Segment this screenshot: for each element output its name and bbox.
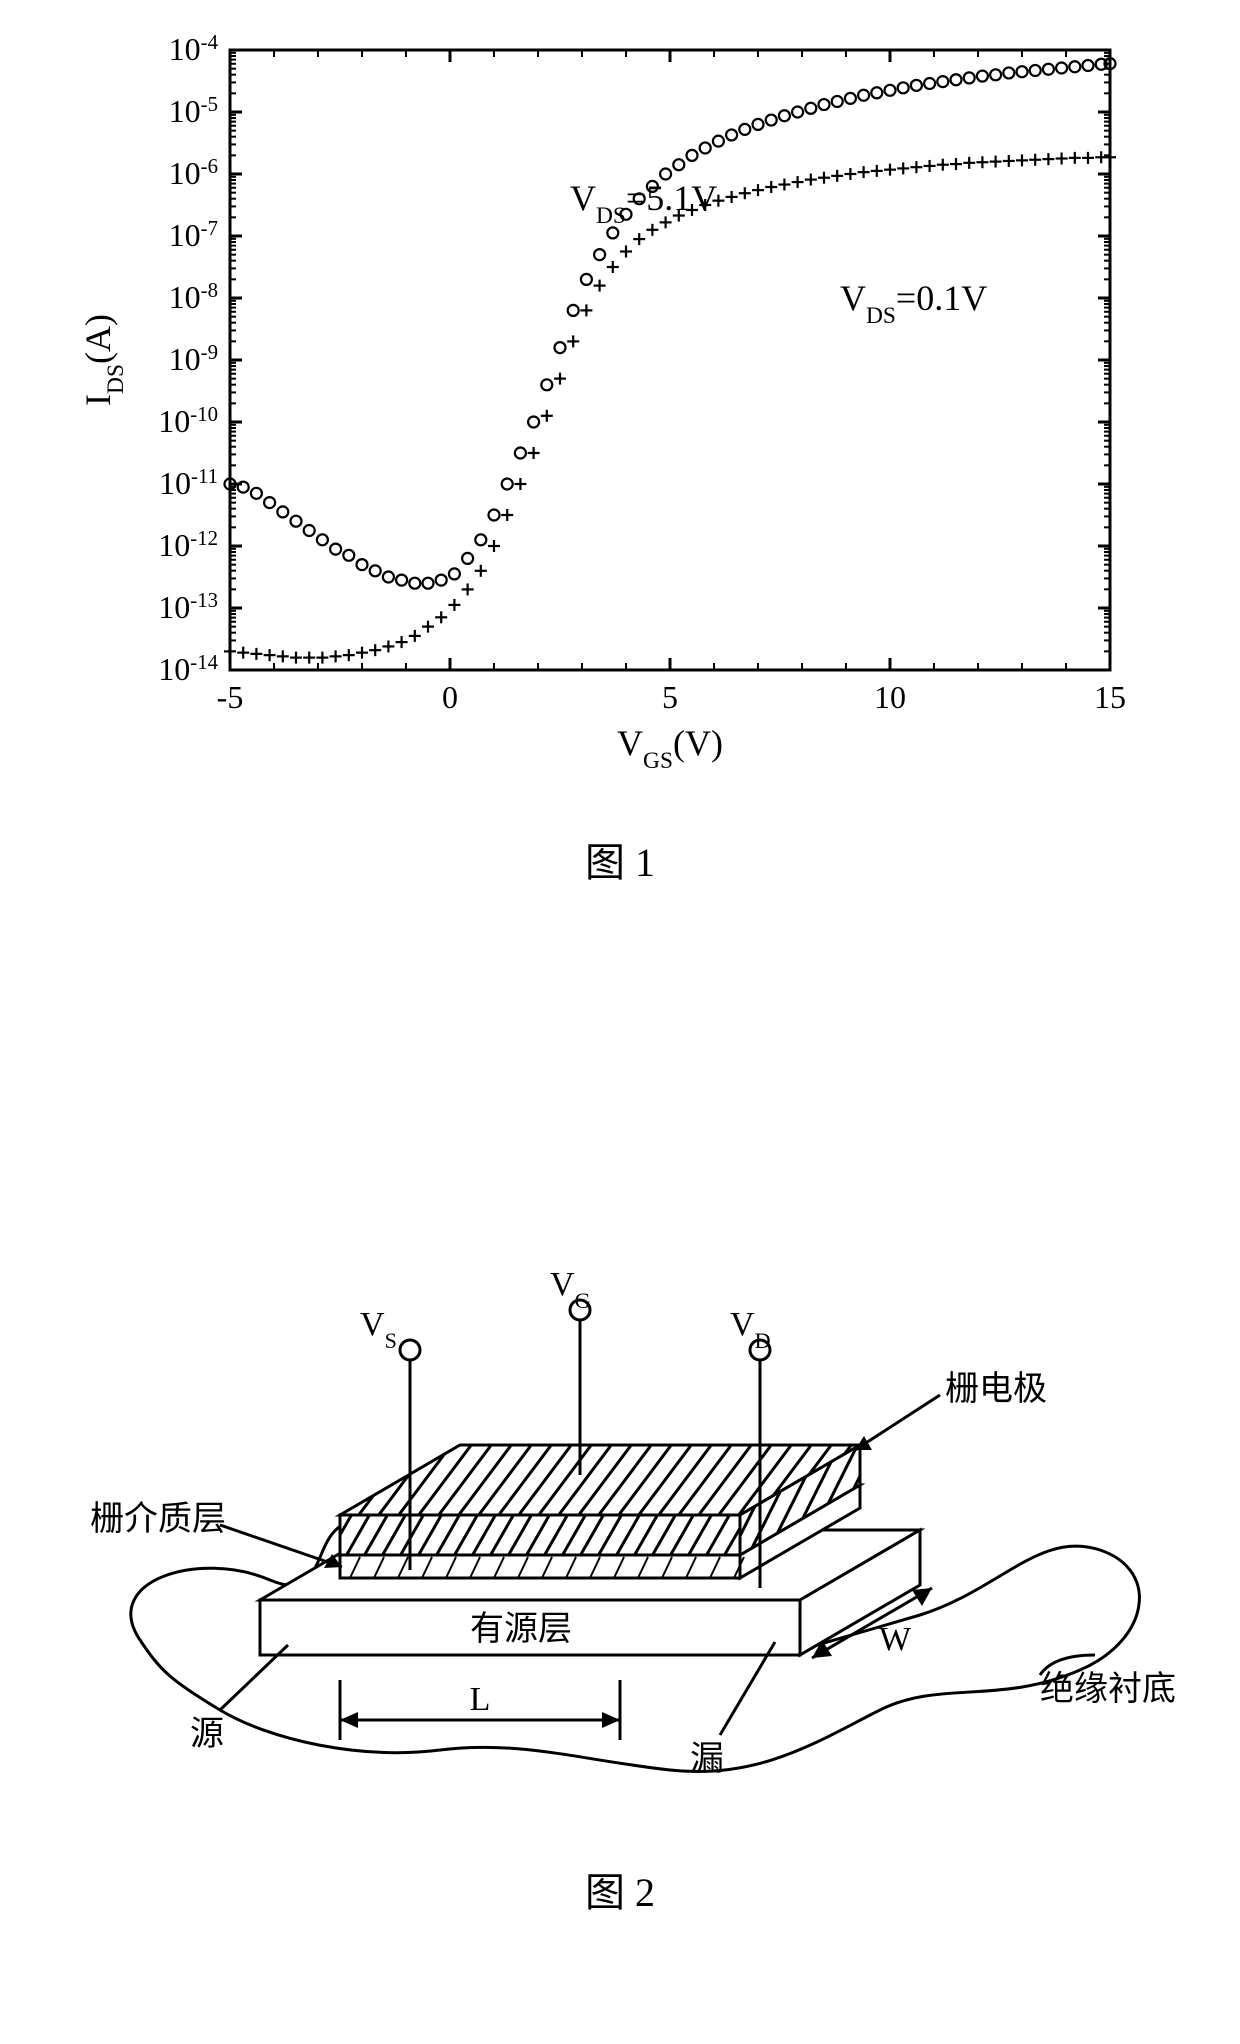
svg-text:L: L bbox=[470, 1681, 491, 1718]
figure-1-caption: 图 1 bbox=[80, 830, 1160, 888]
svg-text:-5: -5 bbox=[217, 679, 244, 715]
svg-text:10-6: 10-6 bbox=[169, 155, 218, 192]
svg-text:10: 10 bbox=[874, 679, 906, 715]
svg-text:栅电极: 栅电极 bbox=[945, 1370, 1047, 1408]
svg-text:10-13: 10-13 bbox=[158, 589, 218, 626]
svg-text:VGS(V): VGS(V) bbox=[617, 723, 723, 774]
svg-text:10-12: 10-12 bbox=[158, 527, 218, 564]
svg-text:10-5: 10-5 bbox=[169, 93, 218, 130]
svg-text:W: W bbox=[879, 1621, 912, 1658]
svg-text:10-9: 10-9 bbox=[169, 341, 218, 378]
page: -5 0 5 10 15 10-14 10-13 10-12 10-11 10-10 10-9 10-… bbox=[0, 0, 1240, 2044]
svg-text:0: 0 bbox=[442, 679, 458, 715]
svg-text:VDS=5.1V: VDS=5.1V bbox=[570, 178, 717, 229]
svg-text:VS: VS bbox=[360, 1306, 397, 1353]
svg-text:有源层: 有源层 bbox=[470, 1610, 572, 1648]
figure-1-chart: -5 0 5 10 15 10-14 10-13 10-12 10-11 10-10 10-9 10-… bbox=[80, 30, 1160, 790]
figure-2: LWVSVGVD栅电极栅介质层有源层源漏绝缘衬底 图 2 bbox=[40, 1080, 1200, 1845]
figure-2-diagram: LWVSVGVD栅电极栅介质层有源层源漏绝缘衬底 bbox=[40, 1080, 1200, 1840]
svg-text:栅介质层: 栅介质层 bbox=[90, 1500, 226, 1538]
svg-text:漏: 漏 bbox=[690, 1741, 724, 1778]
svg-text:绝缘衬底: 绝缘衬底 bbox=[1040, 1670, 1176, 1708]
svg-text:10-4: 10-4 bbox=[169, 31, 219, 68]
svg-text:5: 5 bbox=[662, 679, 678, 715]
svg-text:源: 源 bbox=[190, 1716, 224, 1753]
figure-2-caption: 图 2 bbox=[40, 1860, 1200, 1918]
svg-text:10-11: 10-11 bbox=[159, 465, 218, 502]
svg-text:15: 15 bbox=[1094, 679, 1126, 715]
svg-text:10-8: 10-8 bbox=[169, 279, 218, 316]
svg-text:VDS=0.1V: VDS=0.1V bbox=[840, 278, 987, 329]
svg-text:10-14: 10-14 bbox=[158, 651, 218, 688]
svg-text:10-7: 10-7 bbox=[169, 217, 218, 254]
figure-1: -5 0 5 10 15 10-14 10-13 10-12 10-11 10-10 10-9 10-… bbox=[80, 30, 1160, 795]
svg-text:IDS(A): IDS(A) bbox=[80, 314, 129, 406]
svg-text:10-10: 10-10 bbox=[158, 403, 218, 440]
